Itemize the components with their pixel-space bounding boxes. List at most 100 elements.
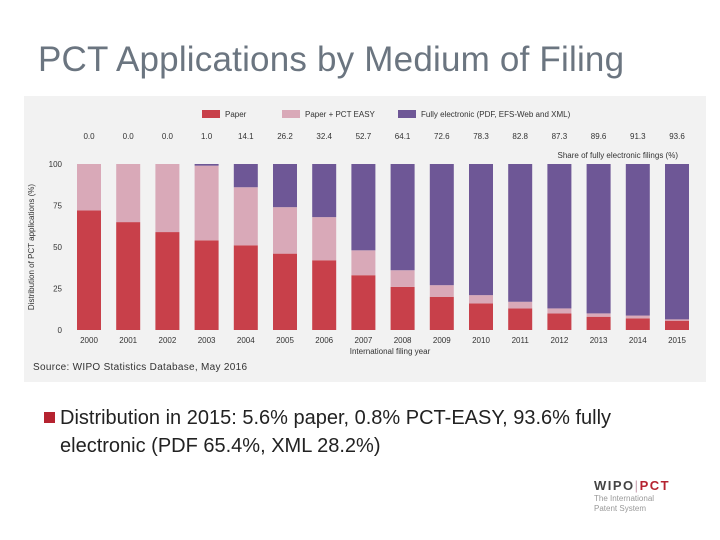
bar-segment-paper	[665, 320, 689, 330]
y-tick-label: 50	[53, 243, 62, 252]
share-label: 0.0	[162, 132, 174, 141]
bar-segment-paper-pct-easy	[273, 207, 297, 254]
bar-segment-fully-electronic	[665, 164, 689, 320]
x-tick-label: 2010	[472, 336, 490, 345]
share-label: 0.0	[83, 132, 95, 141]
share-label: 0.0	[123, 132, 135, 141]
legend-swatch-2	[398, 110, 416, 118]
bar-segment-paper	[429, 296, 454, 330]
share-label: 87.3	[552, 132, 568, 141]
bar-segment-paper	[194, 240, 219, 330]
logo-tagline-2: Patent System	[594, 504, 647, 513]
share-label: 72.6	[434, 132, 450, 141]
share-label: 89.6	[591, 132, 607, 141]
bar-segment-paper	[586, 316, 611, 330]
legend-swatch-0	[202, 110, 220, 118]
logo-wordmark: WIPO|PCT	[594, 478, 690, 493]
logo-tagline-1: The International	[594, 494, 655, 503]
legend-label-2: Fully electronic (PDF, EFS-Web and XML)	[421, 110, 571, 119]
x-tick-label: 2011	[512, 336, 530, 345]
share-label: 14.1	[238, 132, 254, 141]
wipo-pct-logo: WIPO|PCT The International Patent System	[594, 478, 690, 513]
bar-segment-fully-electronic	[469, 164, 493, 296]
x-tick-label: 2013	[590, 336, 608, 345]
share-label: 1.0	[201, 132, 213, 141]
bar-segment-paper-pct-easy	[155, 164, 180, 233]
source-note: Source: WIPO Statistics Database, May 20…	[33, 362, 248, 373]
bar-segment-paper	[351, 275, 376, 330]
x-tick-label: 2009	[433, 336, 451, 345]
bar-segment-fully-electronic	[625, 164, 650, 316]
x-axis-label: International filing year	[350, 347, 431, 356]
share-caption: Share of fully electronic filings (%)	[558, 151, 679, 160]
share-label: 78.3	[473, 132, 489, 141]
x-tick-label: 2012	[551, 336, 569, 345]
share-label: 32.4	[316, 132, 332, 141]
logo-pct: PCT	[639, 478, 671, 493]
bar-segment-paper-pct-easy	[351, 250, 376, 276]
bar-segment-paper-pct-easy	[116, 164, 141, 223]
x-tick-label: 2000	[80, 336, 98, 345]
share-label: 64.1	[395, 132, 411, 141]
bar-segment-paper-pct-easy	[665, 319, 689, 321]
bullet-text: Distribution in 2015: 5.6% paper, 0.8% P…	[60, 407, 612, 457]
bar-segment-fully-electronic	[312, 164, 337, 218]
bar-segment-fully-electronic	[273, 164, 297, 208]
share-label: 26.2	[277, 132, 293, 141]
bar-segment-fully-electronic	[351, 164, 376, 251]
bar-segment-paper	[233, 245, 258, 330]
logo-wipo: WIPO	[594, 478, 635, 493]
bar-segment-paper	[116, 222, 141, 330]
bar-segment-paper	[625, 318, 650, 330]
bar-segment-fully-electronic	[233, 164, 258, 188]
bar-segment-fully-electronic	[508, 164, 533, 302]
bar-segment-paper-pct-easy	[469, 295, 493, 304]
logo-separator: |	[634, 478, 640, 493]
legend-label-1: Paper + PCT EASY	[305, 110, 376, 119]
legend-swatch-1	[282, 110, 300, 118]
share-label: 52.7	[356, 132, 372, 141]
x-tick-label: 2014	[629, 336, 647, 345]
x-tick-label: 2001	[119, 336, 137, 345]
bar-segment-fully-electronic	[547, 164, 572, 309]
bar-segment-fully-electronic	[586, 164, 611, 314]
bar-segment-paper	[155, 232, 180, 330]
share-label: 91.3	[630, 132, 646, 141]
y-tick-label: 0	[58, 326, 63, 335]
y-tick-label: 100	[49, 160, 63, 169]
bar-segment-paper	[508, 308, 533, 330]
x-tick-label: 2008	[394, 336, 412, 345]
bar-segment-paper	[547, 313, 572, 330]
bar-segment-paper-pct-easy	[77, 164, 101, 211]
bar-segment-paper-pct-easy	[625, 315, 650, 319]
stacked-bar-chart: Paper Paper + PCT EASY Fully electronic (P…	[27, 110, 689, 356]
bar-segment-paper-pct-easy	[312, 217, 337, 261]
bar-segment-paper-pct-easy	[586, 313, 611, 317]
bar-segment-paper-pct-easy	[547, 308, 572, 314]
slide-title: PCT Applications by Medium of Filing	[38, 40, 625, 79]
share-label: 82.8	[512, 132, 528, 141]
x-tick-label: 2002	[159, 336, 177, 345]
x-tick-label: 2007	[355, 336, 373, 345]
bar-segment-paper-pct-easy	[233, 187, 258, 246]
y-tick-label: 25	[53, 285, 62, 294]
x-tick-label: 2003	[198, 336, 216, 345]
bar-segment-paper	[469, 303, 493, 330]
x-tick-label: 2005	[276, 336, 294, 345]
y-axis-label: Distribution of PCT applications (%)	[27, 184, 36, 310]
bar-segment-paper-pct-easy	[429, 285, 454, 297]
bar-segment-paper	[273, 253, 297, 330]
x-tick-label: 2006	[315, 336, 333, 345]
bar-segment-paper-pct-easy	[390, 270, 415, 287]
x-tick-label: 2004	[237, 336, 255, 345]
bar-segment-fully-electronic	[429, 164, 454, 286]
bar-segment-fully-electronic	[390, 164, 415, 271]
x-tick-label: 2015	[668, 336, 686, 345]
bar-segment-paper-pct-easy	[194, 165, 219, 241]
bar-segment-paper	[77, 210, 101, 330]
bar-segment-paper	[312, 260, 337, 330]
bar-segment-fully-electronic	[194, 164, 219, 166]
bar-segment-paper	[390, 286, 415, 330]
legend-label-0: Paper	[225, 110, 247, 119]
bar-segment-paper-pct-easy	[508, 301, 533, 309]
